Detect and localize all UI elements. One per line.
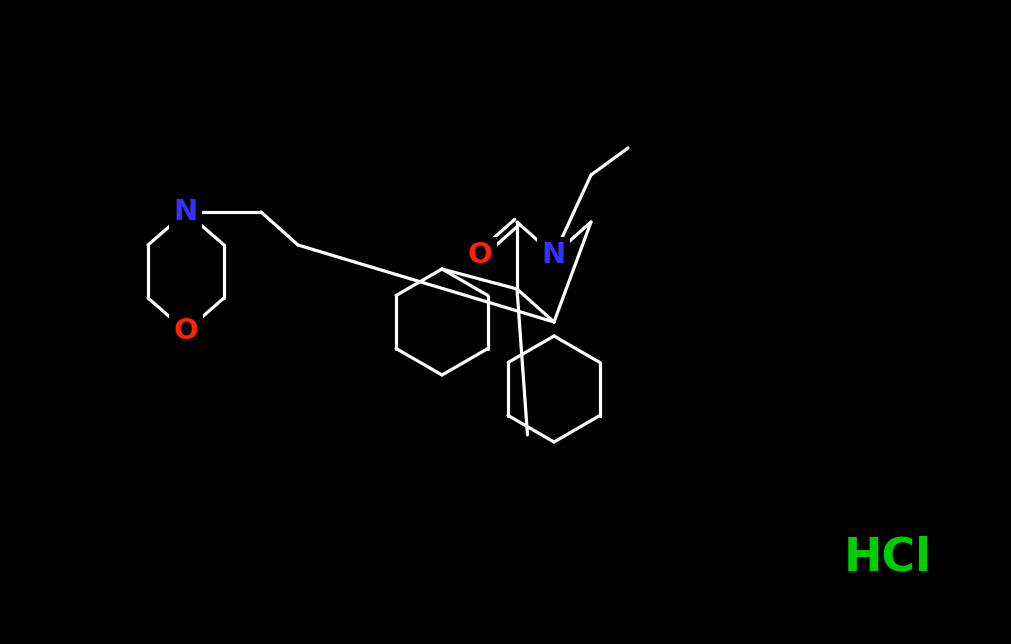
Text: O: O bbox=[174, 317, 198, 345]
Text: O: O bbox=[467, 241, 492, 269]
Text: N: N bbox=[174, 198, 198, 226]
Text: N: N bbox=[541, 241, 565, 269]
Text: HCl: HCl bbox=[843, 536, 931, 580]
